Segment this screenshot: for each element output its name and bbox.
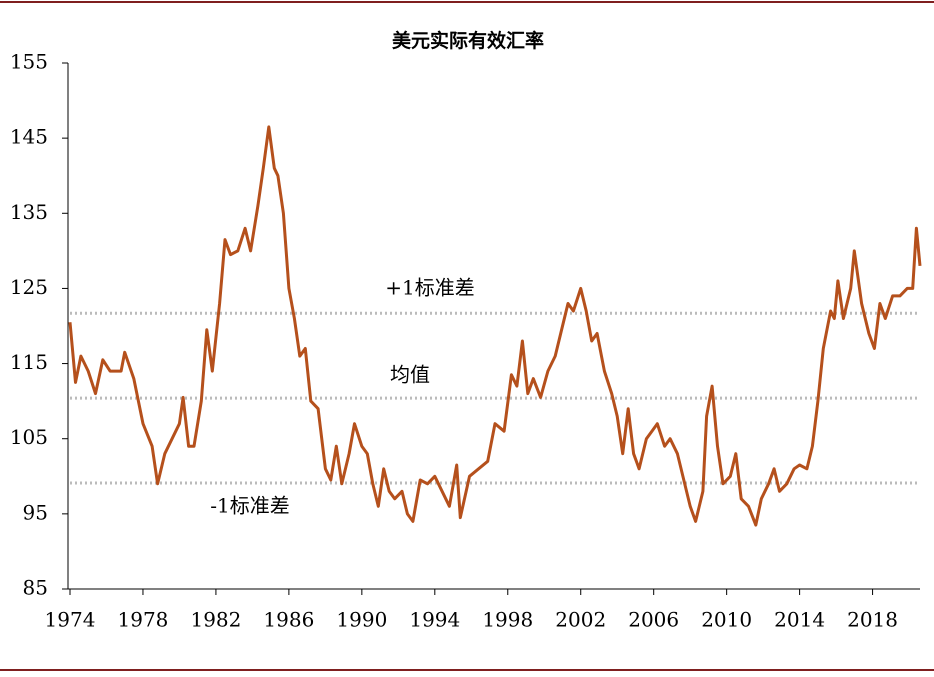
x-tick-label: 1978 [118,608,169,632]
x-tick-label: 2002 [555,608,606,632]
y-tick-label: 105 [10,425,48,449]
x-tick-label: 1982 [190,608,241,632]
x-tick-label: 1986 [263,608,314,632]
y-tick-label: 95 [23,500,48,524]
y-tick-label: 115 [10,350,48,374]
reference-label: -1标准差 [210,494,289,518]
y-tick-label: 155 [10,50,48,74]
y-tick-label: 85 [23,576,48,600]
reference-label: +1标准差 [385,276,474,300]
x-tick-label: 1990 [336,608,387,632]
x-tick-label: 2010 [701,608,752,632]
x-tick-label: 1974 [45,608,96,632]
x-tick-label: 2014 [774,608,825,632]
reference-label: 均值 [390,363,430,387]
x-tick-label: 2006 [628,608,679,632]
chart-title: 美元实际有效汇率 [392,29,544,52]
line-series [68,125,922,527]
x-tick-label: 2018 [847,608,898,632]
y-tick-label: 135 [10,200,48,224]
x-tick-label: 1998 [482,608,533,632]
x-tick-label: 1994 [409,608,460,632]
y-tick-label: 145 [10,125,48,149]
y-tick-label: 125 [10,275,48,299]
